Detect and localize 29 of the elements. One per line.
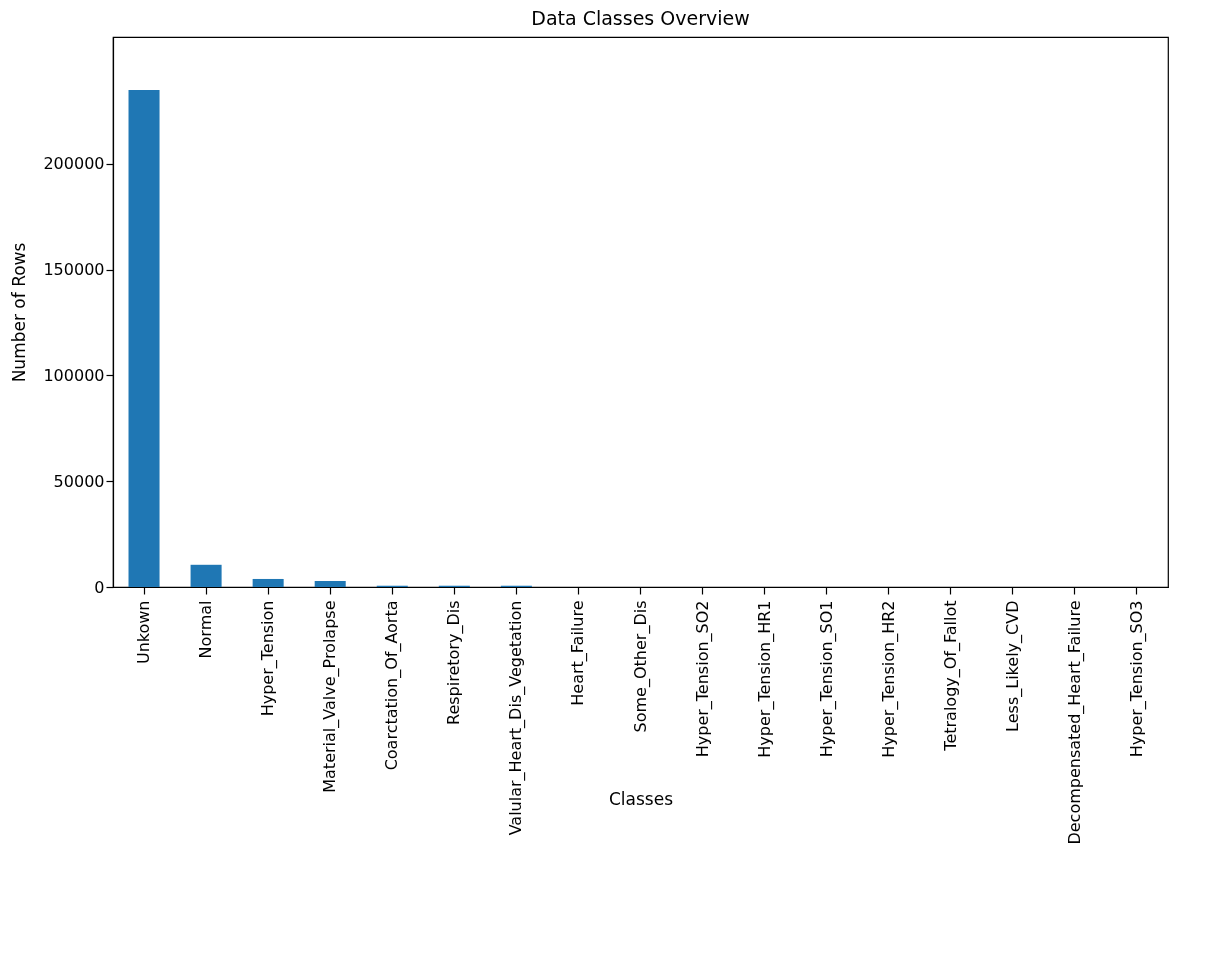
- x-tick-label: Respiretory_Dis: [444, 600, 465, 725]
- x-tick-label: Heart_Failure: [568, 600, 589, 706]
- x-tick-label: Hyper_Tension_HR1: [754, 600, 775, 758]
- x-tick-label: Hyper_Tension: [258, 600, 279, 717]
- y-axis-title: Number of Rows: [9, 242, 30, 383]
- y-tick-label: 0: [94, 577, 105, 597]
- x-tick-label: Normal: [196, 600, 216, 659]
- x-tick-label: Hyper_Tension_SO1: [816, 600, 837, 758]
- x-tick-label: Coarctation_Of_Aorta: [382, 600, 403, 771]
- x-tick-label: Valular_Heart_Dis_Vegetation: [506, 600, 527, 836]
- x-tick-label: Some_Other_Dis: [630, 600, 651, 733]
- y-tick-label: 150000: [43, 260, 105, 280]
- bar: [252, 578, 284, 587]
- x-tick-label: Hyper_Tension_SO3: [1126, 600, 1147, 758]
- x-axis-title: Classes: [608, 788, 674, 809]
- y-tick-label: 200000: [43, 154, 105, 174]
- y-tick-label: 100000: [43, 365, 105, 385]
- x-tick-label: Less_Likely_CVD: [1002, 600, 1023, 732]
- y-tick-label: 50000: [53, 471, 105, 491]
- chart-title: Data Classes Overview: [531, 7, 750, 29]
- bar: [314, 581, 346, 587]
- x-tick-label: Hyper_Tension_HR2: [878, 600, 899, 758]
- x-tick-label: Unkown: [134, 600, 154, 665]
- bar: [190, 564, 222, 587]
- x-tick-label: Decompensated_Heart_Failure: [1064, 600, 1085, 845]
- x-tick-label: Hyper_Tension_SO2: [692, 600, 713, 758]
- x-tick-label: Tetralogy_Of_Fallot: [940, 600, 961, 752]
- x-tick-label: Material_Valve_Prolapse: [320, 600, 341, 793]
- bar: [128, 89, 160, 587]
